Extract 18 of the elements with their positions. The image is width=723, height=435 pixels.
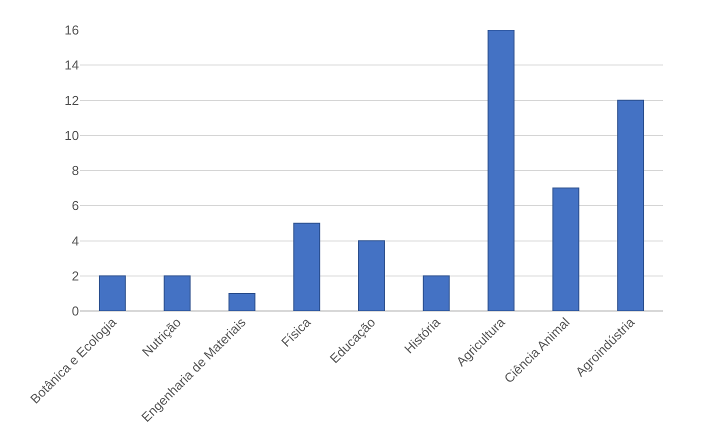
- bar: [98, 275, 126, 311]
- bar: [617, 100, 644, 311]
- y-tick-label: 10: [64, 128, 79, 143]
- bar: [552, 188, 580, 311]
- y-tick-label: 14: [64, 58, 79, 73]
- y-tick-label: 8: [72, 163, 79, 178]
- bar: [488, 30, 515, 311]
- y-tick-label: 6: [72, 198, 79, 214]
- bar: [293, 222, 320, 311]
- bar: [228, 292, 256, 311]
- bar: [164, 275, 191, 311]
- y-tick-label: 16: [64, 22, 79, 38]
- bar: [422, 275, 450, 311]
- y-tick-label: 2: [72, 268, 79, 284]
- bar: [358, 240, 385, 311]
- y-tick-label: 0: [72, 304, 79, 319]
- y-tick-label: 12: [64, 92, 79, 108]
- y-tick-label: 4: [72, 233, 79, 248]
